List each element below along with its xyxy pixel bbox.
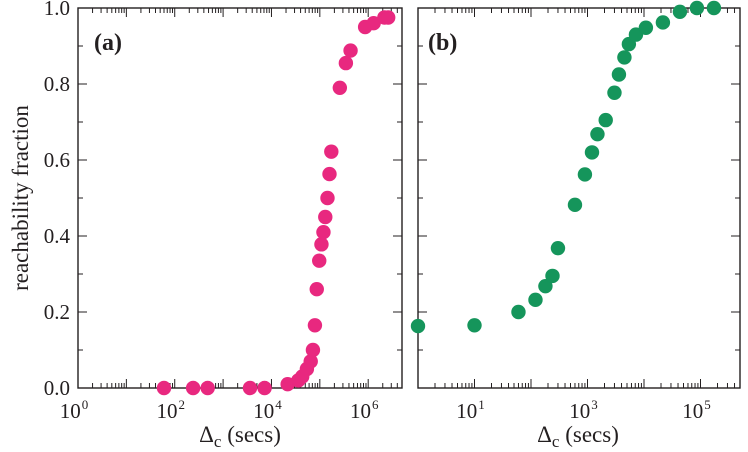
x-tick-exponent: 1 (478, 397, 485, 412)
data-point (322, 166, 337, 182)
data-point (318, 209, 333, 225)
data-point (638, 20, 654, 35)
data-point (307, 318, 323, 333)
panel-b-chart: 101 103 105(b)Δc (secs) (410, 0, 741, 451)
x-tick-exponent: 3 (591, 397, 598, 412)
x-axis-symbol: Δ (537, 422, 552, 447)
x-tick-base: 10 (569, 399, 590, 423)
x-tick-base: 10 (156, 399, 177, 423)
data-point (598, 112, 613, 128)
data-point (410, 318, 426, 334)
data-point (689, 0, 705, 16)
y-tick-label: 0.4 (44, 224, 71, 248)
data-point (156, 380, 172, 396)
x-axis-title: Δc (secs) (537, 422, 619, 451)
x-tick-base: 10 (682, 399, 703, 423)
data-point (611, 67, 627, 82)
panel-label: (a) (94, 30, 122, 56)
x-tick-exponent: 6 (372, 397, 379, 412)
data-point (672, 4, 688, 19)
data-point (528, 292, 543, 308)
plot-frame (417, 7, 741, 389)
y-axis-title: reachability fraction (8, 105, 33, 291)
x-tick-label: 103 (569, 397, 598, 423)
x-axis-title: Δc (secs) (199, 422, 281, 451)
data-point (338, 55, 354, 71)
data-point (380, 10, 396, 25)
y-tick-label: 0.0 (44, 376, 70, 400)
data-point (567, 197, 583, 213)
x-tick-label: 101 (456, 397, 485, 423)
data-point (303, 354, 318, 369)
x-tick-base: 10 (60, 399, 81, 423)
data-point (655, 15, 671, 30)
x-tick-label: 104 (253, 397, 282, 423)
data-point (332, 80, 348, 96)
data-point (242, 380, 258, 396)
panel-label: (b) (428, 30, 457, 56)
x-tick-exponent: 5 (704, 397, 711, 412)
x-tick-label: 106 (350, 397, 379, 423)
data-point (584, 145, 600, 160)
data-point (257, 380, 272, 396)
y-tick-label: 0.8 (44, 72, 70, 96)
x-tick-base: 10 (456, 399, 477, 423)
data-point (312, 253, 327, 268)
x-tick-base: 10 (350, 399, 371, 423)
data-point (200, 380, 215, 396)
data-point (366, 16, 381, 31)
x-tick-label: 105 (682, 397, 711, 423)
y-tick-label: 0.2 (44, 300, 70, 324)
x-tick-base: 10 (253, 399, 274, 423)
data-point (467, 318, 482, 333)
data-point (550, 240, 566, 256)
data-point (324, 144, 339, 159)
y-tick-label: 0.6 (44, 148, 70, 172)
data-point (706, 0, 722, 16)
x-axis-subscript: c (552, 432, 560, 451)
data-point (538, 278, 553, 294)
x-tick-exponent: 2 (178, 397, 185, 412)
data-point (316, 225, 331, 240)
x-axis-subscript: c (214, 432, 222, 451)
x-tick-label: 102 (156, 397, 185, 423)
data-point (577, 167, 593, 182)
data-point (617, 50, 632, 65)
data-point (320, 190, 335, 206)
data-point (590, 126, 605, 142)
x-tick-exponent: 4 (275, 397, 282, 412)
data-point (607, 85, 622, 100)
x-tick-label: 100 (60, 397, 89, 423)
data-point (343, 43, 358, 58)
data-point (314, 237, 329, 252)
x-tick-exponent: 0 (82, 397, 89, 412)
x-axis-unit: (secs) (559, 422, 618, 447)
y-tick-label: 1.0 (44, 0, 70, 20)
data-point (305, 342, 321, 358)
data-point (309, 282, 324, 297)
data-point (185, 380, 201, 396)
data-point (545, 268, 560, 284)
plot-frame (77, 7, 403, 389)
x-axis-symbol: Δ (199, 422, 214, 447)
x-axis-unit: (secs) (221, 422, 280, 447)
data-point (511, 304, 526, 320)
